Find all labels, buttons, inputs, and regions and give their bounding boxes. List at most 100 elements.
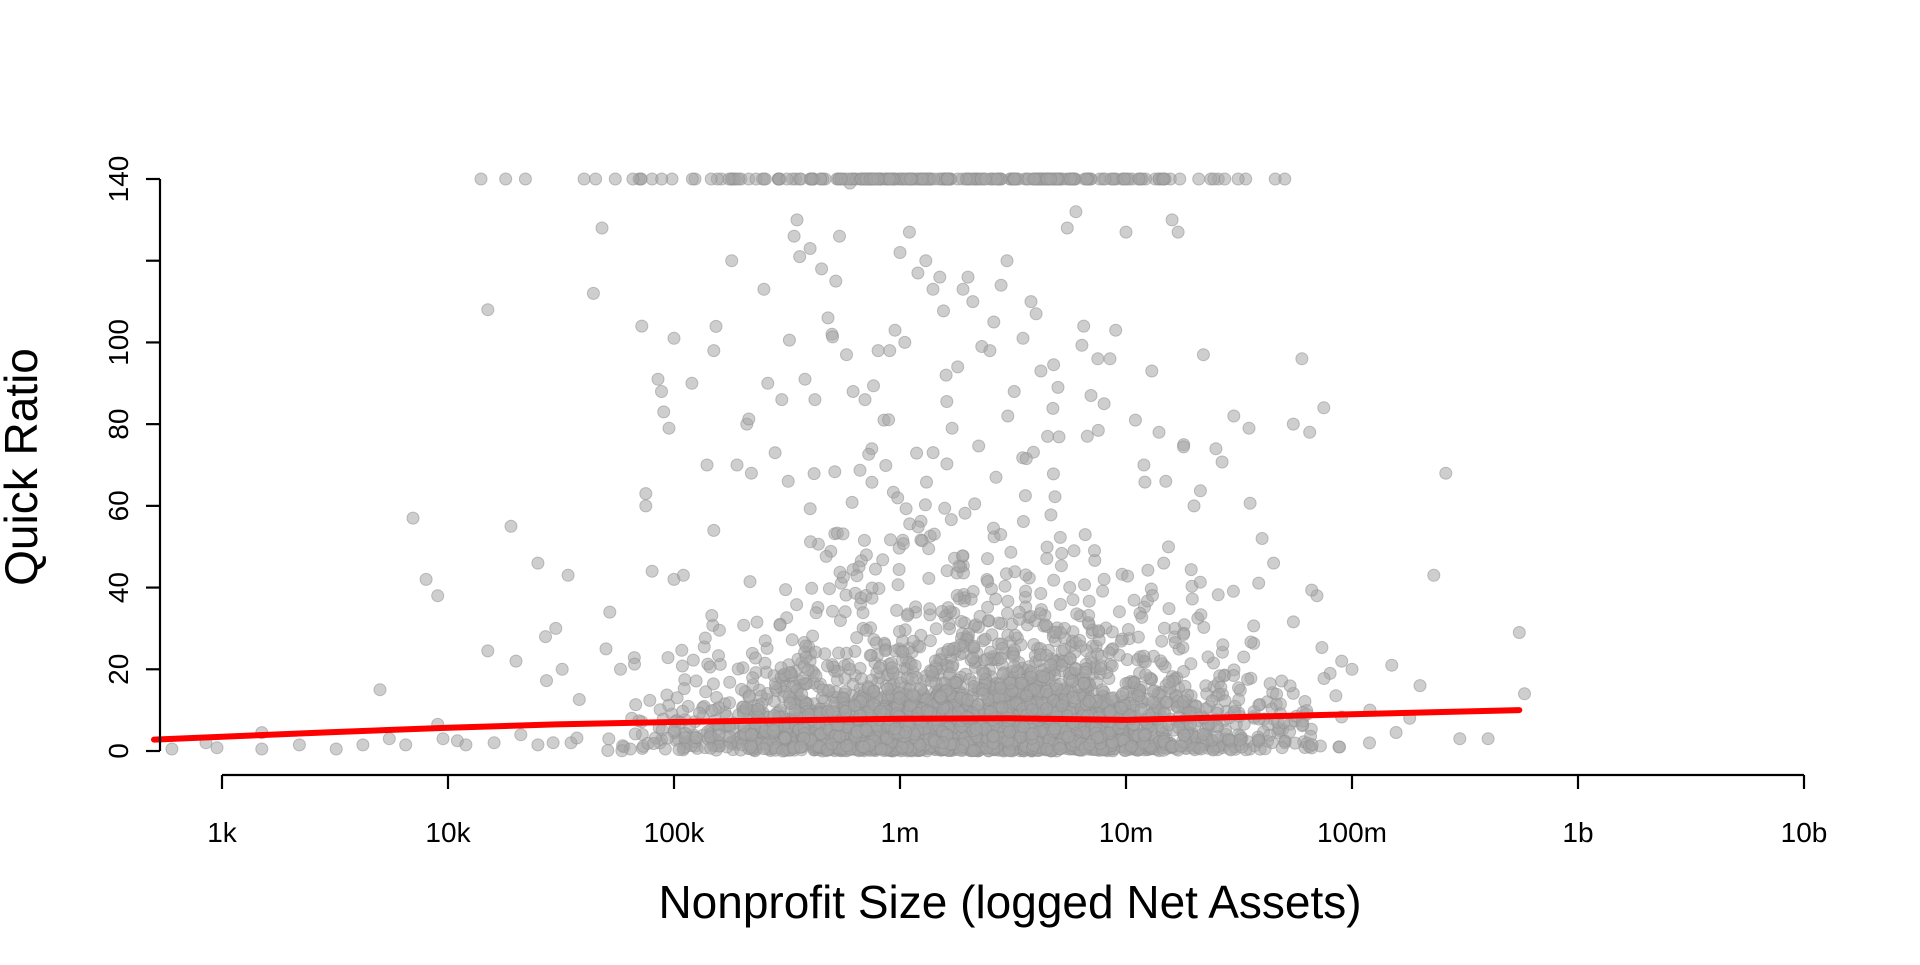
data-point <box>1187 499 1201 513</box>
data-point <box>1034 587 1048 600</box>
data-point <box>1389 726 1403 739</box>
data-point <box>705 704 719 718</box>
data-point <box>941 172 954 186</box>
data-point <box>1255 532 1269 545</box>
data-point <box>1286 615 1300 629</box>
data-point <box>602 732 616 746</box>
data-point <box>504 519 518 533</box>
data-point <box>744 466 758 480</box>
data-point <box>1094 662 1108 676</box>
data-point <box>966 295 980 309</box>
data-point <box>967 639 981 653</box>
data-point <box>1001 606 1014 620</box>
data-point <box>803 502 817 516</box>
data-point <box>922 571 936 585</box>
data-point <box>1069 205 1083 219</box>
data-point <box>1218 172 1232 186</box>
data-point <box>866 172 880 186</box>
data-point <box>1185 592 1199 606</box>
data-point <box>867 684 881 698</box>
data-point <box>1237 650 1251 664</box>
data-point <box>1132 172 1146 186</box>
data-point <box>1275 741 1289 755</box>
data-point <box>1078 528 1092 542</box>
data-point <box>1053 597 1067 611</box>
data-point <box>431 589 445 603</box>
data-point <box>846 385 860 398</box>
data-point <box>859 723 873 737</box>
data-point <box>1070 607 1084 621</box>
data-point <box>1052 430 1066 444</box>
data-point <box>1317 401 1331 415</box>
data-point <box>967 744 981 758</box>
data-point <box>1044 172 1057 186</box>
data-point <box>742 689 756 703</box>
data-point <box>1333 740 1347 754</box>
data-point <box>767 723 780 737</box>
data-point <box>964 592 978 606</box>
data-point <box>885 661 899 675</box>
data-point <box>1385 658 1399 672</box>
data-point <box>829 274 843 288</box>
data-point <box>645 564 659 578</box>
data-point <box>1155 634 1169 648</box>
data-point <box>992 616 1006 630</box>
data-point <box>1335 654 1349 668</box>
data-point <box>833 565 847 579</box>
x-tick-label: 1m <box>881 817 920 848</box>
data-point <box>712 728 726 742</box>
data-point <box>1112 605 1126 619</box>
data-point <box>1018 489 1032 503</box>
data-point <box>803 242 817 255</box>
data-point <box>1177 440 1190 454</box>
data-point <box>869 562 882 576</box>
data-point <box>911 520 925 534</box>
data-point <box>798 372 812 386</box>
data-point <box>675 643 689 657</box>
data-point <box>883 172 897 186</box>
data-point <box>1283 679 1297 693</box>
data-point <box>952 559 966 573</box>
data-point <box>1037 670 1051 684</box>
data-point <box>1177 665 1190 678</box>
data-point <box>1192 172 1206 186</box>
data-point <box>969 722 983 736</box>
data-point <box>865 581 879 595</box>
data-point <box>910 446 924 460</box>
data-point <box>1098 172 1112 186</box>
data-point <box>850 631 864 645</box>
data-point <box>819 549 833 563</box>
data-point <box>826 705 840 719</box>
data-point <box>841 658 855 672</box>
data-point <box>712 623 726 637</box>
data-point <box>1162 602 1176 616</box>
data-point <box>1060 221 1074 235</box>
data-point <box>725 254 739 268</box>
data-point <box>1146 695 1160 709</box>
y-tick-label: 0 <box>103 743 134 759</box>
data-point <box>888 323 902 337</box>
data-point <box>998 579 1012 593</box>
data-point <box>1118 172 1132 186</box>
data-point <box>1082 594 1096 608</box>
data-point <box>821 311 835 325</box>
data-point <box>1102 646 1116 660</box>
data-point <box>1092 624 1106 638</box>
data-point <box>662 421 676 435</box>
data-point <box>773 618 787 632</box>
data-point <box>1134 703 1148 717</box>
data-point <box>1105 659 1119 673</box>
data-point <box>608 172 622 186</box>
data-point <box>750 615 764 629</box>
data-point <box>898 335 912 349</box>
data-point <box>1051 380 1065 394</box>
data-point <box>1114 634 1128 648</box>
data-point <box>572 693 586 706</box>
data-point <box>1067 544 1081 558</box>
data-point <box>778 731 792 745</box>
data-point <box>943 622 956 636</box>
data-point <box>836 527 850 541</box>
data-point <box>936 736 950 750</box>
x-tick-label: 10m <box>1099 817 1153 848</box>
